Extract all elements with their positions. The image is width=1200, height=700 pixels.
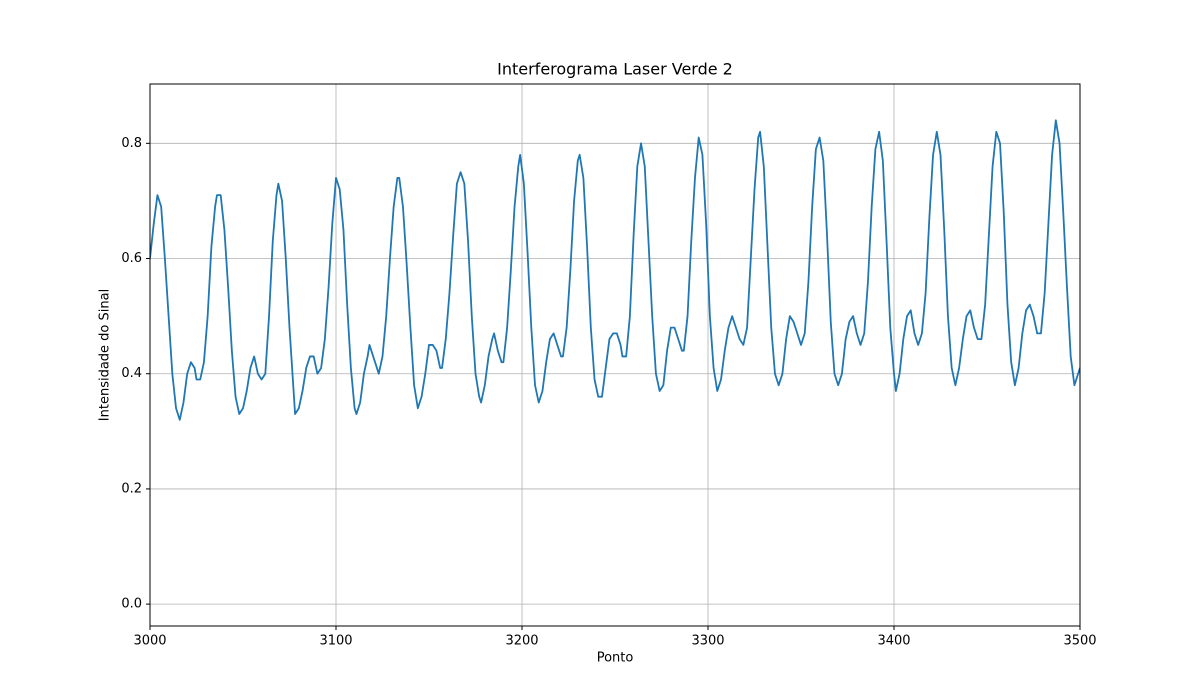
x-tick-label: 3100 bbox=[319, 634, 352, 649]
axes-frame bbox=[149, 83, 1081, 627]
x-tick-label: 3300 bbox=[691, 634, 724, 649]
signal-line bbox=[150, 119, 1080, 421]
y-tick-label: 0.6 bbox=[121, 251, 142, 266]
x-tick-label: 3500 bbox=[1063, 634, 1096, 649]
y-tick-label: 0.2 bbox=[121, 481, 142, 496]
plot-area bbox=[150, 119, 1080, 421]
x-axis-label: Ponto bbox=[597, 651, 634, 666]
x-tick-label: 3400 bbox=[877, 634, 910, 649]
y-tick-label: 0.0 bbox=[121, 597, 142, 612]
y-tick-label: 0.4 bbox=[121, 366, 142, 381]
ticks: 3000 3100 3200 3300 3400 3500 0.0 0.2 0.4 0.6 0.8 bbox=[121, 136, 1096, 649]
x-tick-label: 3200 bbox=[505, 634, 538, 649]
y-axis-label: Intensidade do Sinal bbox=[98, 289, 113, 421]
y-tick-label: 0.8 bbox=[121, 136, 142, 151]
chart-title: Interferograma Laser Verde 2 bbox=[497, 60, 733, 79]
x-tick-label: 3000 bbox=[133, 634, 166, 649]
